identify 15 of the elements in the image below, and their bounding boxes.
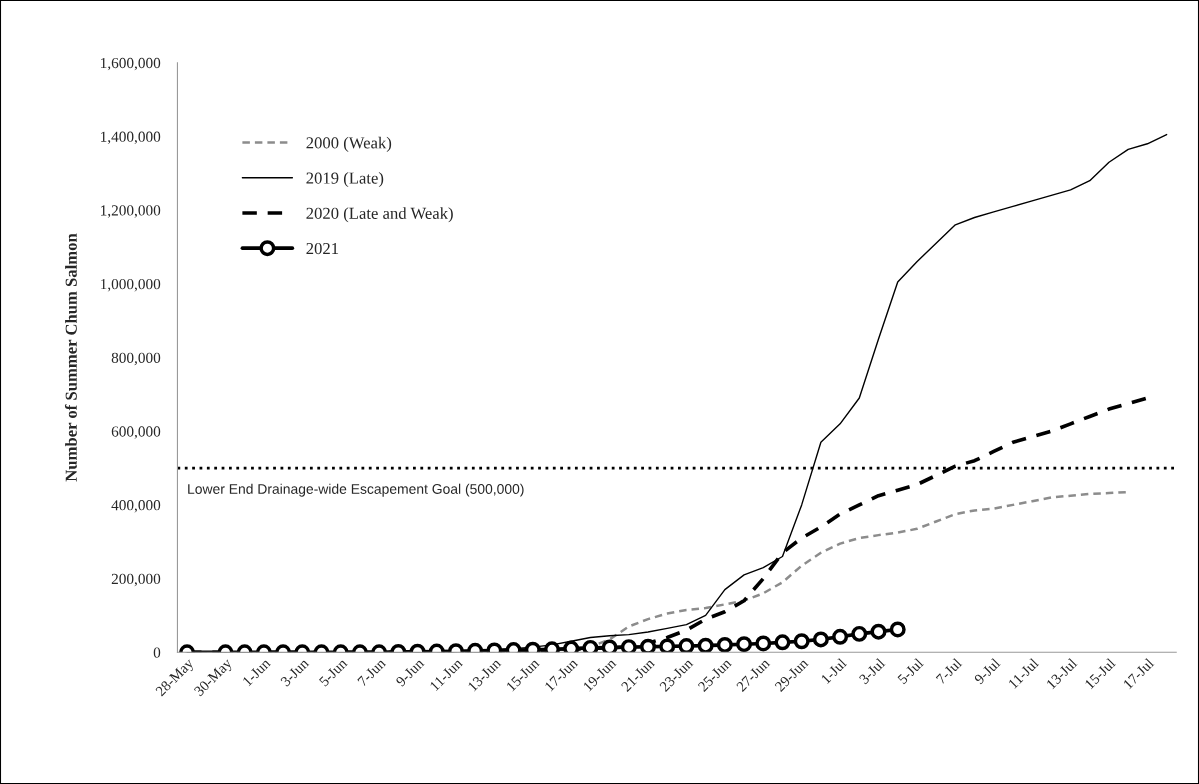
legend-label: 2021 [306, 242, 339, 255]
y-tick-label: 0 [153, 647, 161, 658]
ref-line-label: Lower End Drainage-wide Escapement Goal (500,000) [188, 483, 524, 497]
y-tick-label: 1,200,000 [101, 205, 161, 218]
y-tick-label: 400,000 [111, 500, 161, 513]
y-tick-label: 1,400,000 [101, 131, 161, 145]
y-tick-label: 1,000,000 [101, 278, 161, 292]
y-tick-label: 600,000 [111, 426, 161, 439]
legend-label: 2000 (Weak) [306, 136, 392, 152]
y-tick-label: 1,600,000 [101, 57, 161, 71]
legend-label: 2019 (Late) [306, 171, 384, 188]
legend-label: 2020 (Late and Weak) [306, 207, 453, 223]
y-tick-label: 200,000 [111, 573, 161, 587]
y-tick-label: 800,000 [111, 352, 161, 366]
y-axis-title: Number of Summer Chum Salmon [64, 233, 77, 482]
